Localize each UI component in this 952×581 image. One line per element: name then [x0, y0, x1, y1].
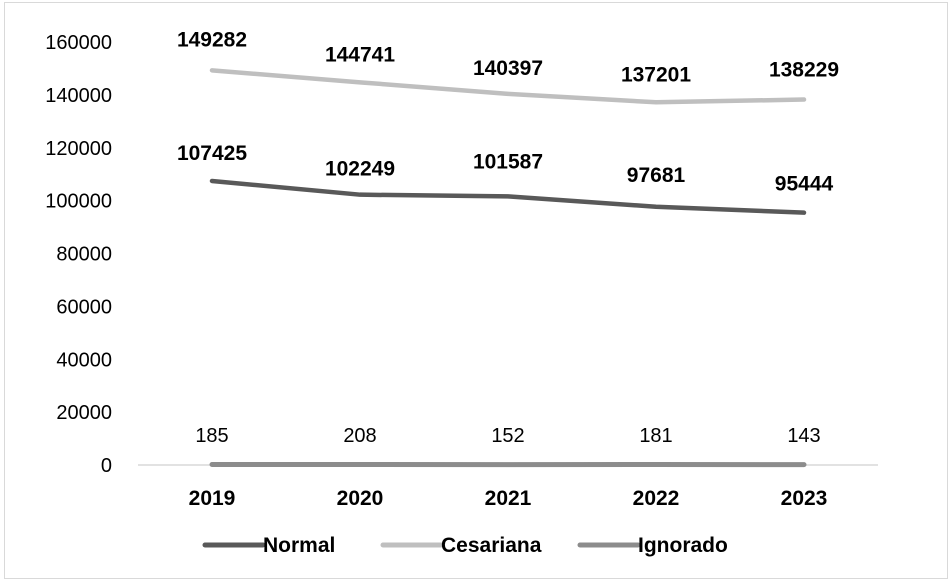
x-tick-label: 2019 [189, 487, 236, 510]
data-label-ignorado: 208 [343, 425, 376, 447]
data-label-cesariana: 138229 [769, 59, 839, 82]
y-tick-label: 100000 [45, 191, 112, 213]
data-point-ignorado [507, 464, 509, 466]
data-point-cesariana [211, 69, 213, 71]
data-point-normal [655, 206, 657, 208]
x-tick-label: 2022 [633, 487, 680, 510]
data-label-normal: 97681 [627, 164, 686, 187]
data-point-cesariana [655, 101, 657, 103]
data-point-ignorado [359, 463, 361, 465]
data-label-normal: 95444 [775, 173, 834, 196]
legend: Normal Cesariana Ignorado [202, 534, 728, 557]
data-label-cesariana: 144741 [325, 43, 395, 66]
data-label-normal: 101587 [473, 150, 543, 173]
series-layer [209, 68, 807, 468]
data-label-ignorado: 185 [195, 425, 228, 447]
data-label-ignorado: 181 [639, 425, 672, 447]
data-point-normal [507, 195, 509, 197]
data-point-ignorado [211, 464, 213, 466]
y-tick-label: 120000 [45, 138, 112, 160]
data-point-normal [211, 180, 213, 182]
y-tick-label: 40000 [56, 349, 112, 371]
y-tick-label: 20000 [56, 402, 112, 424]
data-label-normal: 102249 [325, 158, 395, 181]
data-label-ignorado: 152 [491, 425, 524, 447]
data-point-cesariana [359, 81, 361, 83]
y-tick-label: 80000 [56, 244, 112, 266]
y-tick-label: 140000 [45, 85, 112, 107]
data-label-cesariana: 149282 [177, 28, 247, 51]
y-tick-label: 160000 [45, 32, 112, 54]
x-tick-label: 2021 [485, 487, 532, 510]
x-tick-label: 2020 [337, 487, 384, 510]
legend-label-normal: Normal [263, 534, 335, 557]
data-label-ignorado: 143 [787, 425, 820, 447]
axis-layer: 0 20000 40000 60000 80000 100000 120000 140000 1… [45, 32, 878, 510]
data-label-layer: 107425 102249 101587 97681 95444 149282 144741… [177, 28, 839, 447]
data-label-cesariana: 137201 [621, 63, 691, 86]
x-tick-label: 2023 [781, 487, 828, 510]
data-point-cesariana [803, 99, 805, 101]
y-tick-label: 0 [101, 455, 112, 477]
data-point-normal [359, 194, 361, 196]
data-label-normal: 107425 [177, 142, 247, 165]
data-point-ignorado [803, 464, 805, 466]
legend-label-cesariana: Cesariana [441, 534, 542, 557]
data-label-cesariana: 140397 [473, 57, 543, 80]
y-tick-label: 60000 [56, 296, 112, 318]
data-point-cesariana [507, 93, 509, 95]
data-point-normal [803, 212, 805, 214]
data-point-ignorado [655, 464, 657, 466]
legend-label-ignorado: Ignorado [638, 534, 728, 557]
